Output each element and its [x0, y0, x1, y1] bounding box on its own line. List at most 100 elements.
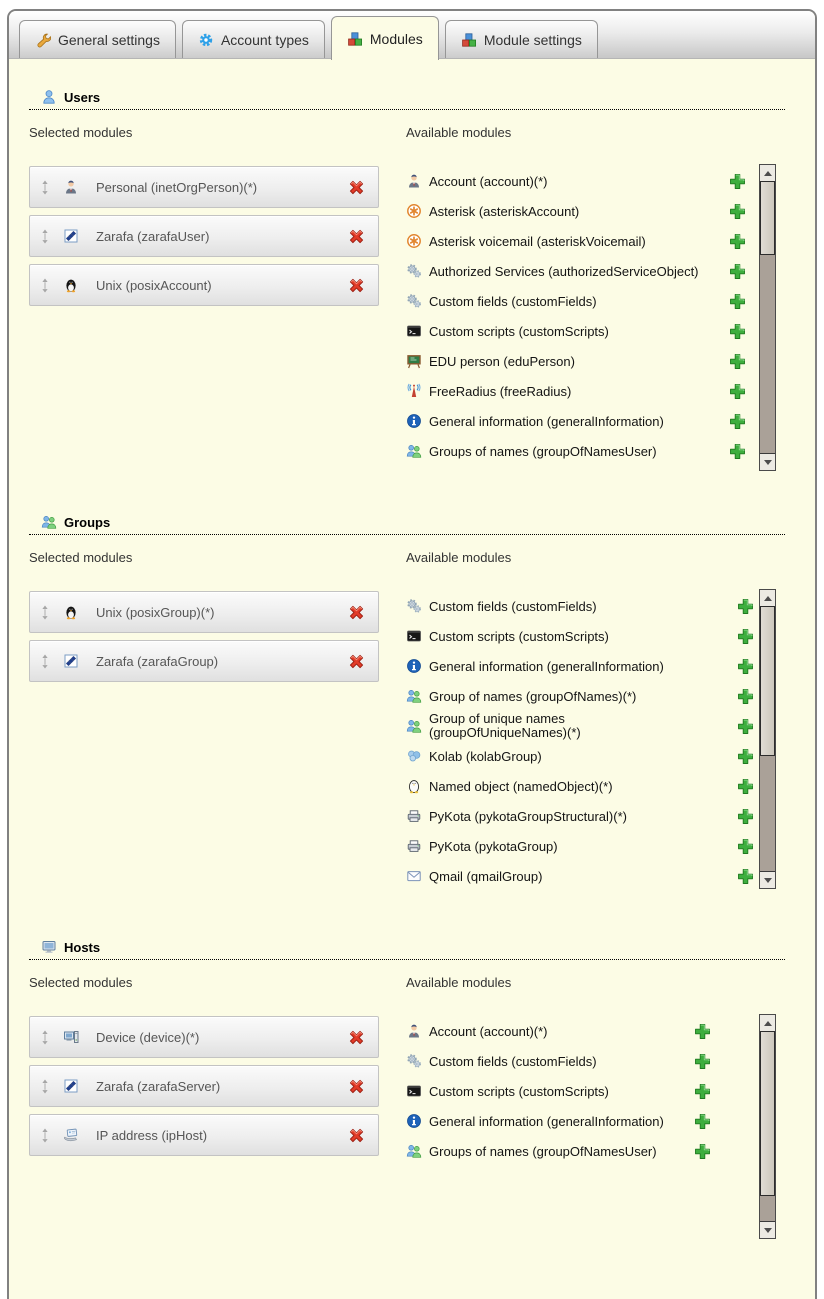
drag-handle-icon[interactable] [40, 179, 51, 195]
drag-handle-icon[interactable] [40, 228, 51, 244]
module-label: Device (device)(*) [96, 1029, 200, 1045]
available-module-row: Qmail (qmailGroup) [406, 861, 785, 891]
config-window: General settings Account types Modules Modu… [7, 9, 817, 1299]
device-icon [63, 1029, 79, 1045]
drag-handle-icon[interactable] [40, 1029, 51, 1045]
scroll-down-button[interactable] [760, 1221, 775, 1238]
add-module-button[interactable] [694, 1113, 711, 1130]
module-label: Kolab (kolabGroup) [429, 748, 542, 764]
zarafa-icon [63, 653, 79, 669]
remove-module-button[interactable] [347, 603, 366, 622]
available-modules-list: Account (account)(*) Custom fields (custo… [406, 1016, 785, 1166]
tab-general-settings[interactable]: General settings [19, 20, 176, 58]
scrollbar-thumb[interactable] [760, 1031, 775, 1196]
scrollbar-thumb[interactable] [760, 181, 775, 255]
scroll-up-button[interactable] [760, 165, 775, 182]
add-module-button[interactable] [729, 203, 746, 220]
scroll-down-button[interactable] [760, 871, 775, 888]
tab-label: General settings [58, 31, 160, 48]
group-icon [406, 718, 422, 734]
remove-module-button[interactable] [347, 178, 366, 197]
module-label: PyKota (pykotaGroupStructural)(*) [429, 808, 627, 824]
add-module-button[interactable] [737, 688, 754, 705]
scrollbar[interactable] [759, 589, 776, 889]
add-module-button[interactable] [694, 1023, 711, 1040]
selected-module-row[interactable]: Unix (posixGroup)(*) [29, 591, 379, 633]
gears-icon [406, 1053, 422, 1069]
remove-module-button[interactable] [347, 1077, 366, 1096]
module-label: FreeRadius (freeRadius) [429, 383, 572, 399]
available-module-row: Kolab (kolabGroup) [406, 741, 785, 771]
blackboard-icon [406, 353, 422, 369]
scrollbar[interactable] [759, 164, 776, 471]
modules-icon [347, 31, 363, 47]
add-module-button[interactable] [729, 293, 746, 310]
scrollbar[interactable] [759, 1014, 776, 1239]
ip-icon [63, 1127, 79, 1143]
terminal-icon [406, 1083, 422, 1099]
add-module-button[interactable] [729, 173, 746, 190]
module-label: Account (account)(*) [429, 173, 548, 189]
module-label: Asterisk voicemail (asteriskVoicemail) [429, 233, 646, 249]
add-module-button[interactable] [694, 1053, 711, 1070]
add-module-button[interactable] [737, 718, 754, 735]
gears-icon [406, 293, 422, 309]
tab-account-types[interactable]: Account types [181, 20, 325, 58]
drag-handle-icon[interactable] [40, 1078, 51, 1094]
selected-module-row[interactable]: Zarafa (zarafaUser) [29, 215, 379, 257]
scroll-up-button[interactable] [760, 590, 775, 607]
add-module-button[interactable] [729, 233, 746, 250]
tab-module-settings[interactable]: Module settings [444, 20, 598, 58]
drag-handle-icon[interactable] [40, 277, 51, 293]
selected-module-row[interactable]: Zarafa (zarafaGroup) [29, 640, 379, 682]
add-module-button[interactable] [737, 868, 754, 885]
available-module-row: Named object (namedObject)(*) [406, 771, 785, 801]
sections-container: Users Selected modules Personal (inetOrgPe… [29, 89, 785, 1239]
add-module-button[interactable] [737, 658, 754, 675]
available-module-row: Groups of names (groupOfNamesUser) [406, 436, 785, 466]
add-module-button[interactable] [729, 353, 746, 370]
add-module-button[interactable] [729, 323, 746, 340]
tab-label: Account types [220, 31, 309, 48]
drag-handle-icon[interactable] [40, 653, 51, 669]
add-module-button[interactable] [729, 263, 746, 280]
drag-handle-icon[interactable] [40, 1127, 51, 1143]
add-module-button[interactable] [737, 778, 754, 795]
add-module-button[interactable] [737, 748, 754, 765]
triangle-up-icon [763, 595, 772, 601]
scroll-down-button[interactable] [760, 453, 775, 470]
remove-module-button[interactable] [347, 1028, 366, 1047]
gears-icon [406, 263, 422, 279]
add-module-button[interactable] [737, 838, 754, 855]
selected-module-row[interactable]: Device (device)(*) [29, 1016, 379, 1058]
module-label: Custom scripts (customScripts) [429, 1083, 609, 1099]
add-module-button[interactable] [694, 1083, 711, 1100]
selected-module-row[interactable]: Personal (inetOrgPerson)(*) [29, 166, 379, 208]
drag-handle-icon[interactable] [40, 604, 51, 620]
remove-module-button[interactable] [347, 652, 366, 671]
printer-icon [406, 808, 422, 824]
remove-module-button[interactable] [347, 227, 366, 246]
module-label: General information (generalInformation) [429, 658, 664, 674]
add-module-button[interactable] [737, 598, 754, 615]
section-title: Groups [64, 514, 111, 530]
add-module-button[interactable] [737, 808, 754, 825]
module-label: Custom fields (customFields) [429, 1053, 597, 1069]
module-label: Custom fields (customFields) [429, 598, 597, 614]
selected-module-row[interactable]: Zarafa (zarafaServer) [29, 1065, 379, 1107]
group-icon [41, 514, 57, 530]
remove-module-button[interactable] [347, 1126, 366, 1145]
add-module-button[interactable] [729, 413, 746, 430]
selected-module-row[interactable]: Unix (posixAccount) [29, 264, 379, 306]
scroll-up-button[interactable] [760, 1015, 775, 1032]
available-module-row: Groups of names (groupOfNamesUser) [406, 1136, 785, 1166]
add-module-button[interactable] [729, 383, 746, 400]
selected-module-row[interactable]: IP address (ipHost) [29, 1114, 379, 1156]
add-module-button[interactable] [694, 1143, 711, 1160]
remove-module-button[interactable] [347, 276, 366, 295]
tab-modules[interactable]: Modules [330, 16, 439, 60]
scrollbar-thumb[interactable] [760, 606, 775, 756]
add-module-button[interactable] [737, 628, 754, 645]
module-label: EDU person (eduPerson) [429, 353, 575, 369]
add-module-button[interactable] [729, 443, 746, 460]
